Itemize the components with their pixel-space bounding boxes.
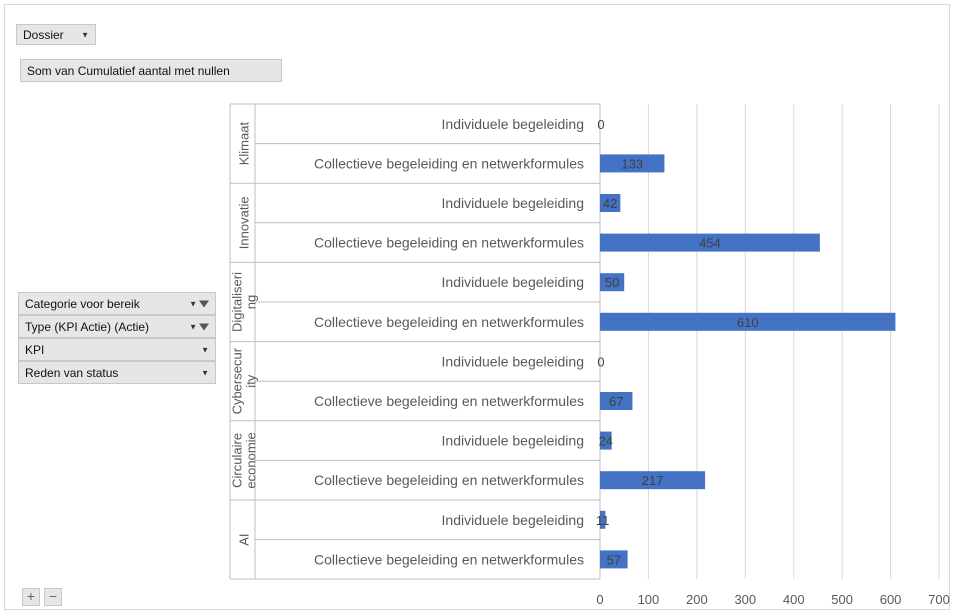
category-label: Collectieve begeleiding en netwerkformul… (314, 314, 584, 330)
chart-frame (4, 4, 950, 610)
chevron-down-icon: ▼ (81, 30, 89, 39)
values-field-button[interactable]: Som van Cumulatief aantal met nullen (20, 59, 282, 82)
filter-funnel-icon: ▼ (189, 322, 209, 331)
data-label: 0 (597, 117, 604, 132)
x-tick-label: 100 (638, 592, 660, 607)
data-label: 57 (607, 552, 621, 567)
data-label: 42 (603, 196, 617, 211)
row-field-label: Type (KPI Actie) (Actie) (25, 319, 150, 334)
group-label: AI (237, 533, 252, 545)
category-label: Collectieve begeleiding en netwerkformul… (314, 472, 584, 488)
group-label: Cybersecurity (230, 347, 259, 414)
category-label: Individuele begeleiding (442, 116, 584, 132)
group-label: Digitalisering (230, 272, 259, 332)
bar (600, 273, 625, 292)
bar (600, 510, 606, 529)
expand-plus-button[interactable]: + (22, 588, 40, 606)
category-label: Individuele begeleiding (442, 353, 584, 369)
group-label: Circulaireeconomie (230, 432, 259, 488)
bar (600, 312, 896, 331)
bar (600, 550, 628, 569)
group-label: Innovatie (237, 196, 252, 249)
bar (600, 471, 706, 490)
collapse-minus-button[interactable]: − (44, 588, 62, 606)
data-label: 50 (605, 275, 619, 290)
bar (600, 233, 820, 252)
x-tick-label: 200 (686, 592, 708, 607)
row-field-button[interactable]: Categorie voor bereik ▼ (18, 292, 216, 315)
data-label: 24 (599, 434, 613, 449)
data-label: 610 (737, 315, 759, 330)
category-label: Collectieve begeleiding en netwerkformul… (314, 393, 584, 409)
values-field-label: Som van Cumulatief aantal met nullen (27, 63, 230, 78)
category-label: Individuele begeleiding (442, 195, 584, 211)
row-field-label: Reden van status (25, 365, 119, 380)
bar (600, 392, 633, 410)
row-field-button[interactable]: KPI ▼ (18, 338, 216, 361)
bar (600, 154, 665, 173)
bar (600, 194, 621, 212)
data-label: 454 (699, 236, 721, 251)
category-label: Individuele begeleiding (442, 512, 584, 528)
data-label: 133 (621, 156, 643, 171)
dossier-filter-label: Dossier (23, 27, 64, 42)
category-label: Collectieve begeleiding en netwerkformul… (314, 155, 584, 171)
category-label: Individuele begeleiding (442, 433, 584, 449)
dossier-filter-button[interactable]: Dossier ▼ (16, 24, 96, 45)
category-label: Individuele begeleiding (442, 274, 584, 290)
data-label: 0 (597, 354, 604, 369)
x-tick-label: 0 (596, 592, 603, 607)
category-label: Collectieve begeleiding en netwerkformul… (314, 235, 584, 251)
data-label: 11 (596, 513, 610, 528)
data-label: 217 (642, 473, 664, 488)
x-tick-label: 300 (734, 592, 756, 607)
data-label: 67 (609, 394, 623, 409)
filter-funnel-icon: ▼ (189, 299, 209, 308)
group-label: Klimaat (237, 122, 252, 166)
row-field-label: Categorie voor bereik (25, 296, 140, 311)
chevron-down-icon: ▼ (201, 368, 209, 377)
row-field-button[interactable]: Type (KPI Actie) (Actie) ▼ (18, 315, 216, 338)
bar (600, 431, 612, 450)
x-tick-label: 400 (783, 592, 805, 607)
category-label: Collectieve begeleiding en netwerkformul… (314, 551, 584, 567)
x-tick-label: 600 (880, 592, 902, 607)
x-tick-label: 700 (928, 592, 950, 607)
zoom-controls: + − (22, 588, 62, 606)
x-tick-label: 500 (831, 592, 853, 607)
chevron-down-icon: ▼ (201, 345, 209, 354)
row-field-button[interactable]: Reden van status ▼ (18, 361, 216, 384)
row-field-label: KPI (25, 342, 45, 357)
